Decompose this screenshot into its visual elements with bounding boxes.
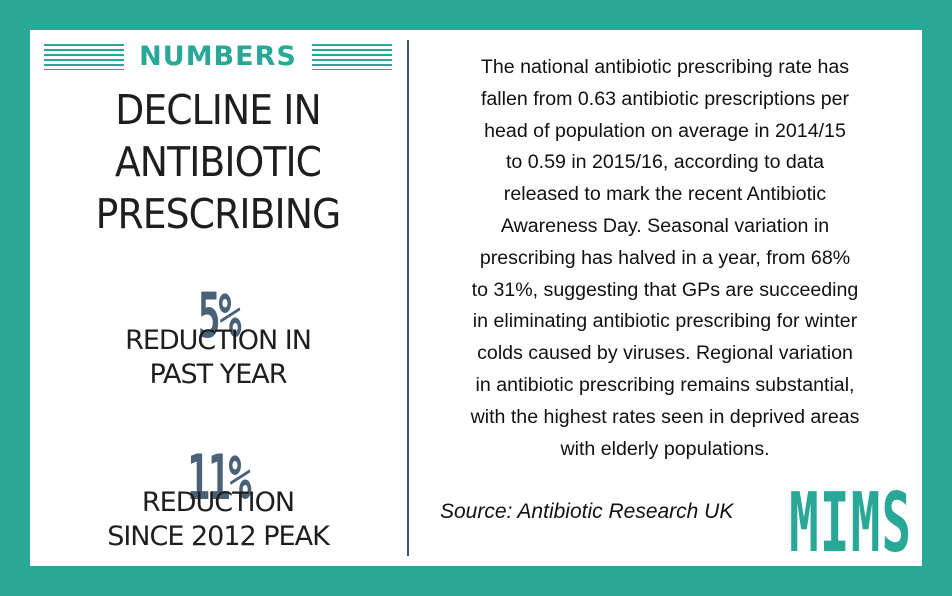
body-line: in eliminating antibiotic prescribing fo… bbox=[472, 310, 858, 333]
stat-label-2-line-1: REDUCTION bbox=[141, 487, 295, 518]
stat-value-1: 5% bbox=[30, 284, 406, 348]
mims-logo-text: MIMS bbox=[789, 476, 913, 571]
decorative-stripes-left bbox=[44, 44, 124, 70]
body-line: colds caused by viruses. Regional variat… bbox=[477, 342, 853, 365]
body-line: The national antibiotic prescribing rate… bbox=[480, 56, 850, 78]
stat-label-2: REDUCTION SINCE 2012 PEAK bbox=[30, 486, 406, 554]
body-line: fallen from 0.63 antibiotic prescription… bbox=[480, 87, 850, 110]
section-kicker: NUMBERS bbox=[139, 41, 297, 72]
stat-label-1: REDUCTION IN PAST YEAR bbox=[30, 324, 406, 392]
body-line: to 31%, suggesting that GPs are succeedi… bbox=[471, 278, 859, 301]
body-line: with the highest rates seen in deprived … bbox=[470, 405, 860, 428]
body-line: with elderly populations. bbox=[560, 437, 770, 460]
body-line: head of population on average in 2014/15 bbox=[484, 119, 846, 142]
body-paragraph: The national antibiotic prescribing rate… bbox=[422, 52, 908, 465]
mims-logo: MIMS bbox=[788, 476, 914, 571]
body-line: released to mark the recent Antibiotic bbox=[503, 183, 827, 206]
vertical-divider bbox=[407, 40, 409, 556]
stat-label-1-line-1: REDUCTION IN bbox=[125, 325, 312, 356]
headline-line-3: PRESCRIBING bbox=[95, 190, 342, 238]
body-line: in antibiotic prescribing remains substa… bbox=[475, 373, 855, 396]
headline: DECLINE IN ANTIBIOTIC PRESCRIBING bbox=[30, 84, 406, 240]
stat-value-2: 11% bbox=[30, 446, 406, 510]
infographic-card: NUMBERS DECLINE IN ANTIBIOTIC PRESCRIBIN… bbox=[30, 30, 922, 566]
stat-value-2-text: 11% bbox=[186, 441, 251, 514]
stat-value-1-text: 5% bbox=[197, 279, 241, 352]
source-credit: Source: Antibiotic Research UK bbox=[440, 500, 734, 523]
body-line: prescribing has halved in a year, from 6… bbox=[479, 246, 851, 269]
stat-label-1-line-2: PAST YEAR bbox=[149, 359, 287, 390]
decorative-stripes-right bbox=[312, 44, 392, 70]
left-panel: NUMBERS DECLINE IN ANTIBIOTIC PRESCRIBIN… bbox=[30, 30, 406, 566]
headline-line-2: ANTIBIOTIC bbox=[114, 138, 322, 186]
headline-line-1: DECLINE IN bbox=[115, 86, 321, 134]
stat-label-2-line-2: SINCE 2012 PEAK bbox=[107, 521, 330, 552]
section-header: NUMBERS bbox=[44, 40, 392, 74]
body-line: Awareness Day. Seasonal variation in bbox=[500, 214, 830, 237]
body-line: to 0.59 in 2015/16, according to data bbox=[505, 151, 825, 174]
